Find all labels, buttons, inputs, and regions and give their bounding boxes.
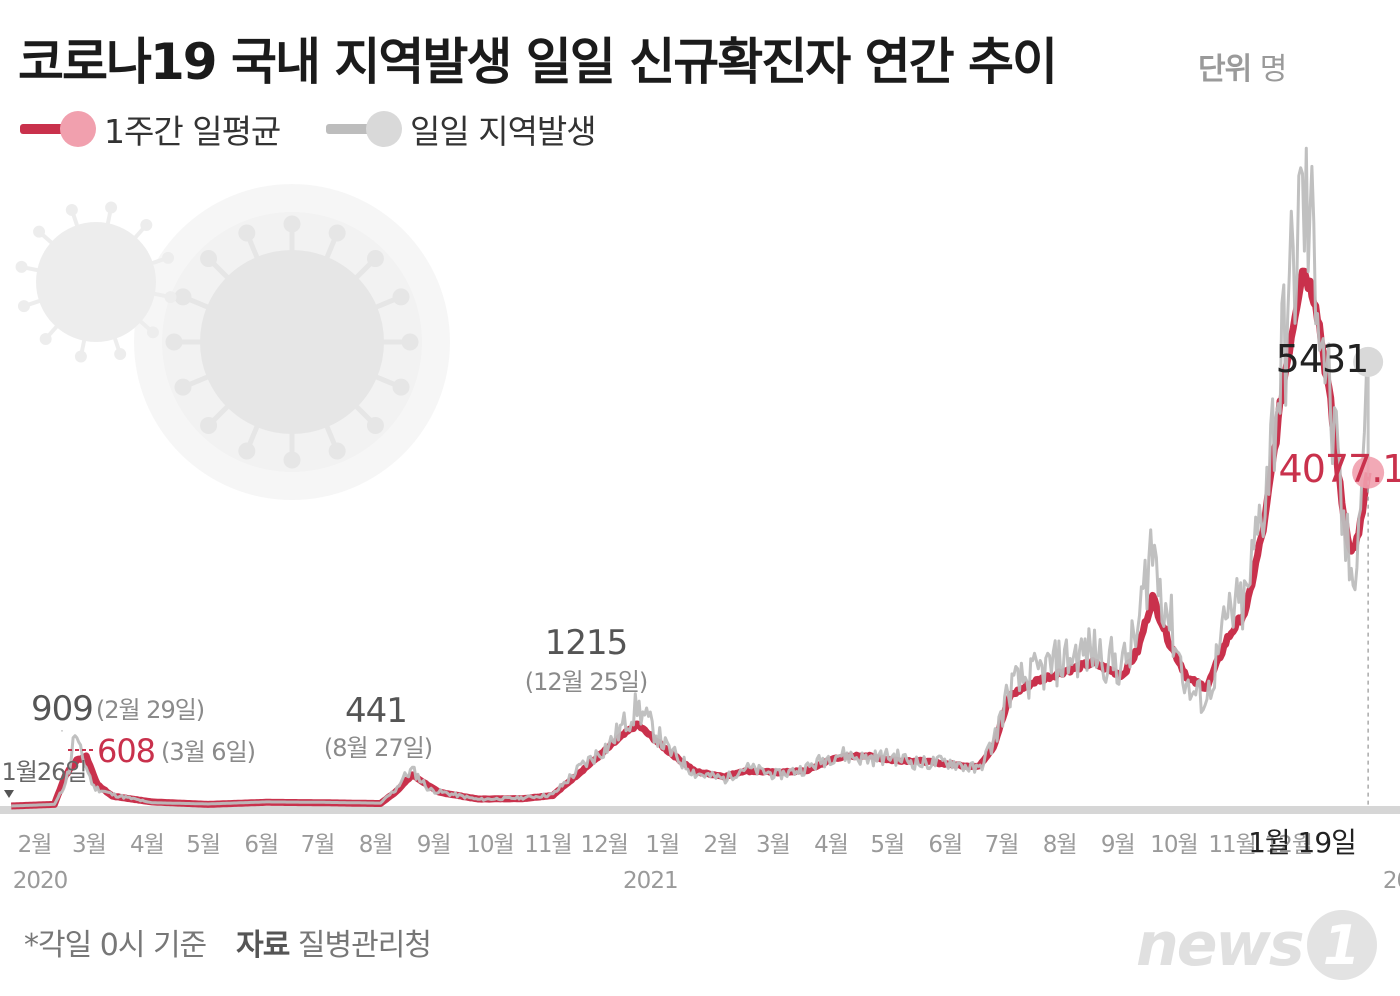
annotation-value: 4077.1	[1279, 447, 1400, 491]
unit-note: 단위 명	[1198, 44, 1288, 88]
x-tick-label: 4월	[130, 832, 164, 858]
x-tick-label: 3월	[72, 832, 106, 858]
x-year-label: 2020	[13, 868, 68, 894]
footnote: *각일 0시 기준 자료 질병관리청	[24, 920, 432, 964]
end-point-average	[1352, 456, 1385, 489]
x-tick-label: 2월	[18, 832, 52, 858]
x-axis-baseline	[0, 806, 1400, 814]
annotation-date: (3월 6일)	[161, 738, 255, 766]
annotation-value: 441	[345, 691, 407, 731]
x-tick-label: 9월	[1101, 832, 1135, 858]
x-tick-label: 6월	[928, 832, 962, 858]
x-tick-label: 5월	[186, 832, 220, 858]
annotation-value: 5431	[1276, 337, 1369, 381]
unit-value: 명	[1259, 52, 1288, 87]
x-tick-label: 11월	[1208, 832, 1255, 858]
x-tick-label: 2월	[704, 832, 738, 858]
footnote-text: *각일 0시 기준	[24, 928, 207, 963]
x-tick-label: 4월	[814, 832, 848, 858]
virus-illustration	[15, 184, 450, 500]
x-tick-label: 7월	[301, 832, 335, 858]
x-tick-label: 1월	[645, 832, 679, 858]
start-marker-icon	[4, 790, 14, 798]
news1-logo: news 1	[1136, 910, 1377, 980]
source-label: 자료	[236, 928, 290, 963]
source-value: 질병관리청	[297, 928, 432, 963]
x-tick-label: 12월	[1265, 832, 1312, 858]
x-tick-label: 11월	[524, 832, 571, 858]
unit-label: 단위	[1198, 52, 1252, 87]
x-tick-label: 5월	[870, 832, 904, 858]
x-tick-label: 6월	[244, 832, 278, 858]
end-marker-label: 1월 19일	[1248, 826, 1356, 859]
x-tick-label: 10월	[466, 832, 513, 858]
logo-mark: 1	[1306, 910, 1377, 980]
legend-swatch-daily-local	[326, 109, 402, 149]
x-tick-label: 10월	[1150, 832, 1197, 858]
annotation-date: (12월 25일)	[525, 668, 648, 696]
x-tick-label: 7월	[985, 832, 1019, 858]
annotation-date: (2월 29일)	[96, 696, 204, 724]
annotation-value: 608	[97, 732, 155, 770]
x-year-label: 2022	[1383, 868, 1400, 894]
legend-swatch-weekly-average	[20, 109, 96, 149]
start-marker-label: 1월26일	[2, 758, 87, 786]
annotation-date: (8월 27일)	[324, 734, 432, 762]
x-tick-label: 8월	[1043, 832, 1077, 858]
legend-item-daily-local: 일일 지역발생	[326, 104, 597, 154]
end-point-daily	[1353, 346, 1384, 377]
legend-label-daily-local: 일일 지역발생	[410, 112, 597, 151]
series-line-daily-local	[11, 146, 1370, 808]
x-tick-label: 12월	[581, 832, 628, 858]
legend-item-weekly-average: 1주간 일평균	[20, 104, 281, 154]
x-year-label: 2021	[623, 868, 678, 894]
x-tick-label: 9월	[417, 832, 451, 858]
x-tick-label: 8월	[359, 832, 393, 858]
annotation-value: 1215	[545, 623, 628, 663]
x-tick-label: 3월	[756, 832, 790, 858]
annotation-value: 909	[31, 689, 93, 729]
legend-label-weekly-average: 1주간 일평균	[104, 112, 281, 151]
logo-word: news	[1136, 910, 1305, 980]
chart-title: 코로나19 국내 지역발생 일일 신규확진자 연간 추이	[18, 33, 1058, 91]
